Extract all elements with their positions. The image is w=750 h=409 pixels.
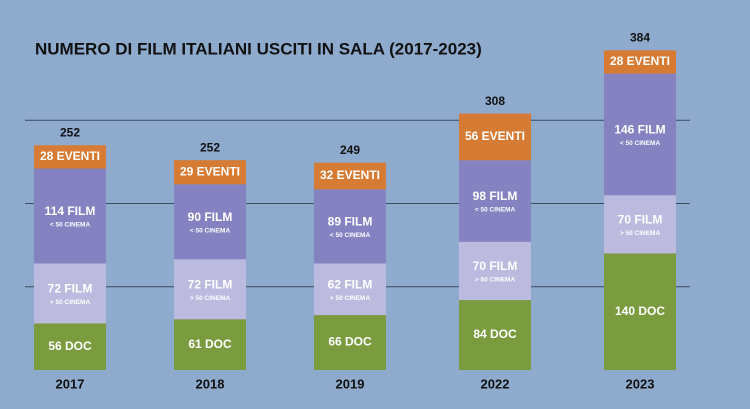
bar-segment xyxy=(314,263,386,316)
value-sublabel: > 50 CINEMA xyxy=(620,230,661,237)
value-sublabel: > 50 CINEMA xyxy=(190,295,231,302)
value-sublabel: < 50 CINEMA xyxy=(50,222,91,229)
value-label: 61 DOC xyxy=(188,337,232,351)
value-label: 56 EVENTI xyxy=(465,129,525,143)
value-label: 29 EVENTI xyxy=(180,164,240,178)
bar-segment xyxy=(34,323,106,370)
bar-segment xyxy=(604,73,676,196)
bar-segment xyxy=(314,315,386,370)
value-sublabel: < 50 CINEMA xyxy=(475,207,516,214)
bar-segment xyxy=(604,195,676,254)
value-label: 146 FILM xyxy=(614,123,665,137)
bar-segment xyxy=(174,259,246,320)
bar-segment xyxy=(314,162,386,190)
value-sublabel: > 50 CINEMA xyxy=(475,277,516,284)
value-label: 89 FILM xyxy=(328,215,373,229)
total-label: 252 xyxy=(60,125,80,139)
bar-segment xyxy=(459,241,531,301)
value-label: 70 FILM xyxy=(473,259,518,273)
bar-segment xyxy=(34,145,106,169)
x-tick-label: 2017 xyxy=(56,376,85,391)
value-label: 32 EVENTI xyxy=(320,168,380,182)
value-label: 56 DOC xyxy=(48,339,92,353)
value-label: 84 DOC xyxy=(473,327,517,341)
chart-title: NUMERO DI FILM ITALIANI USCITI IN SALA (… xyxy=(35,39,482,58)
bar-segment xyxy=(174,160,246,185)
value-label: 114 FILM xyxy=(45,204,96,218)
total-label: 249 xyxy=(340,143,360,157)
total-label: 384 xyxy=(630,30,650,44)
bar-segment xyxy=(174,184,246,260)
bar-segment xyxy=(604,50,676,74)
value-label: 98 FILM xyxy=(473,189,518,203)
total-label: 252 xyxy=(200,140,220,154)
bar-segment xyxy=(459,300,531,370)
bar-segment xyxy=(314,189,386,264)
value-label: 28 EVENTI xyxy=(40,149,100,163)
value-label: 140 DOC xyxy=(615,304,665,318)
bar-segment xyxy=(34,263,106,324)
value-sublabel: < 50 CINEMA xyxy=(190,228,231,235)
bar-segment xyxy=(459,113,531,161)
total-label: 308 xyxy=(485,94,505,108)
bar-segment xyxy=(34,168,106,264)
value-label: 66 DOC xyxy=(328,335,372,349)
value-label: 90 FILM xyxy=(188,210,233,224)
value-sublabel: < 50 CINEMA xyxy=(330,232,371,239)
value-label: 72 FILM xyxy=(48,282,93,296)
bar-segment xyxy=(459,160,531,242)
x-tick-label: 2019 xyxy=(336,376,365,391)
bar-segment xyxy=(174,319,246,370)
value-sublabel: > 50 CINEMA xyxy=(330,295,371,302)
value-sublabel: < 50 CINEMA xyxy=(620,140,661,147)
value-label: 70 FILM xyxy=(618,212,663,226)
value-label: 62 FILM xyxy=(328,277,373,291)
value-label: 72 FILM xyxy=(188,277,233,291)
value-sublabel: > 50 CINEMA xyxy=(50,299,91,306)
value-label: 28 EVENTI xyxy=(610,54,670,68)
x-tick-label: 2023 xyxy=(626,376,655,391)
x-tick-label: 2022 xyxy=(481,376,510,391)
bar-segment xyxy=(604,253,676,370)
x-tick-label: 2018 xyxy=(196,376,225,391)
